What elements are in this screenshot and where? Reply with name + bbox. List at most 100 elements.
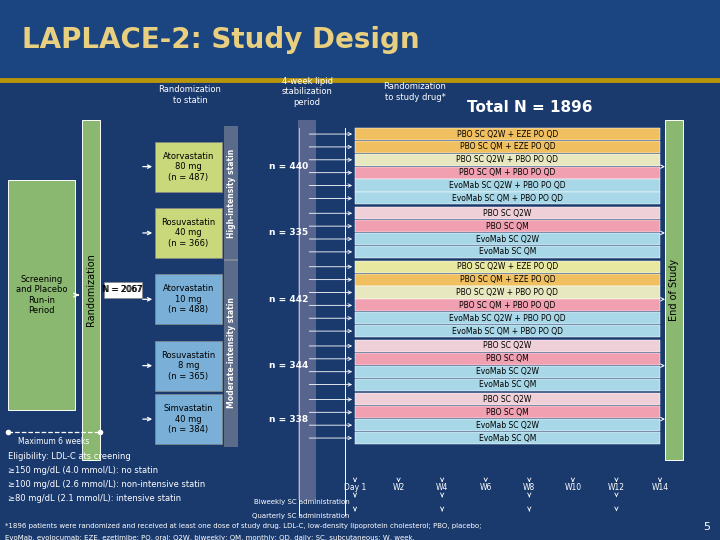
Bar (355, 286, 660, 299)
Text: PBO SC Q2W + PBO PO QD: PBO SC Q2W + PBO PO QD (456, 288, 559, 297)
Text: EvoMab, evolocumab; EZE, ezetimibe; PO, oral; Q2W, biweekly; QM, monthly; QD, da: EvoMab, evolocumab; EZE, ezetimibe; PO, … (5, 535, 415, 540)
Bar (355, 233, 660, 245)
Bar (355, 179, 660, 192)
Bar (355, 312, 660, 325)
Text: Moderate-intensity statin: Moderate-intensity statin (227, 298, 235, 408)
Text: ≥80 mg/dL (2.1 mmol/L): intensive statin: ≥80 mg/dL (2.1 mmol/L): intensive statin (8, 494, 181, 503)
Text: n = 344: n = 344 (269, 361, 308, 370)
Bar (355, 261, 660, 273)
Text: n = 338: n = 338 (269, 415, 308, 423)
Text: n = 335: n = 335 (269, 228, 308, 238)
Text: PBO SC QM: PBO SC QM (486, 408, 529, 417)
Text: PBO SC QM + PBO PO QD: PBO SC QM + PBO PO QD (459, 168, 556, 177)
Bar (355, 379, 660, 390)
Bar (224, 126, 238, 261)
Text: PBO SC Q2W: PBO SC Q2W (483, 341, 531, 350)
Text: Total N = 1896: Total N = 1896 (467, 100, 593, 116)
Bar (0, 0, 720, 80)
Text: Rosuvastatin
40 mg
(n = 366): Rosuvastatin 40 mg (n = 366) (161, 218, 215, 248)
Text: Randomization
to study drug*: Randomization to study drug* (384, 82, 446, 102)
Text: EvoMab SC QM + PBO PO QD: EvoMab SC QM + PBO PO QD (452, 194, 563, 203)
Bar (355, 353, 660, 365)
Text: EvoMab SC QM: EvoMab SC QM (479, 434, 536, 443)
Text: n = 440: n = 440 (269, 162, 308, 171)
Bar (355, 299, 660, 312)
Text: N = 2067: N = 2067 (102, 286, 142, 294)
Text: Atorvastatin
80 mg
(n = 487): Atorvastatin 80 mg (n = 487) (163, 152, 214, 181)
Text: End of Study: End of Study (669, 259, 679, 321)
Text: ≥150 mg/dL (4.0 mmol/L): no statin: ≥150 mg/dL (4.0 mmol/L): no statin (8, 466, 158, 475)
Bar (355, 246, 660, 258)
Text: Rosuvastatin
8 mg
(n = 365): Rosuvastatin 8 mg (n = 365) (161, 351, 215, 381)
Bar (8, 180, 75, 410)
Bar (355, 393, 660, 406)
Bar (355, 406, 660, 418)
Text: Screening
and Placebo
Run-in
Period: Screening and Placebo Run-in Period (16, 275, 67, 315)
Text: PBO SC QM + EZE PO QD: PBO SC QM + EZE PO QD (459, 143, 555, 151)
Text: n = 442: n = 442 (269, 295, 308, 304)
Bar (355, 220, 660, 232)
Bar (355, 207, 660, 219)
Bar (355, 340, 660, 352)
Text: *1896 patients were randomized and received at least one dose of study drug. LDL: *1896 patients were randomized and recei… (5, 523, 482, 529)
Bar (355, 167, 660, 179)
Text: EvoMab SC QM: EvoMab SC QM (479, 247, 536, 256)
Text: W10: W10 (564, 483, 582, 492)
Bar (355, 141, 660, 153)
Text: PBO SC Q2W: PBO SC Q2W (483, 395, 531, 404)
Bar (155, 141, 222, 192)
Text: W12: W12 (608, 483, 625, 492)
Text: EvoMab SC Q2W + PBO PO QD: EvoMab SC Q2W + PBO PO QD (449, 314, 566, 323)
Bar (0, 80, 720, 540)
Text: EvoMab SC QM: EvoMab SC QM (479, 380, 536, 389)
Bar (355, 325, 660, 337)
Text: EvoMab SC Q2W: EvoMab SC Q2W (476, 421, 539, 430)
Text: EvoMab SC Q2W: EvoMab SC Q2W (476, 234, 539, 244)
Text: PBO SC QM: PBO SC QM (486, 354, 529, 363)
Text: PBO SC Q2W + PBO PO QD: PBO SC Q2W + PBO PO QD (456, 156, 559, 164)
Text: PBO SC Q2W + EZE PO QD: PBO SC Q2W + EZE PO QD (457, 262, 558, 271)
Text: W2: W2 (392, 483, 405, 492)
Bar (355, 128, 660, 140)
Bar (298, 120, 316, 500)
Bar (155, 208, 222, 258)
Text: High-intensity statin: High-intensity statin (227, 148, 235, 238)
Text: Day 1: Day 1 (344, 483, 366, 492)
Bar (355, 366, 660, 378)
Text: W6: W6 (480, 483, 492, 492)
Bar (355, 154, 660, 166)
Text: EvoMab SC Q2W: EvoMab SC Q2W (476, 367, 539, 376)
Bar (355, 432, 660, 444)
Text: Simvastatin
40 mg
(n = 384): Simvastatin 40 mg (n = 384) (163, 404, 213, 434)
Text: PBO SC QM + PBO PO QD: PBO SC QM + PBO PO QD (459, 301, 556, 310)
Bar (355, 274, 660, 286)
Bar (104, 282, 142, 298)
Text: W8: W8 (523, 483, 536, 492)
Bar (155, 274, 222, 325)
Text: N = 2067: N = 2067 (103, 286, 143, 294)
Text: Atorvastatin
10 mg
(n = 488): Atorvastatin 10 mg (n = 488) (163, 285, 214, 314)
Bar (224, 259, 238, 447)
Text: 4-week lipid
stabilization
period: 4-week lipid stabilization period (282, 77, 333, 107)
Text: PBO SC QM + EZE PO QD: PBO SC QM + EZE PO QD (459, 275, 555, 284)
Text: Quarterly SC administration: Quarterly SC administration (253, 513, 350, 519)
Text: Maximum 6 weeks: Maximum 6 weeks (18, 437, 90, 447)
Text: Randomization: Randomization (86, 254, 96, 327)
Bar (355, 419, 660, 431)
Text: Randomization
to statin: Randomization to statin (158, 85, 222, 105)
Bar (665, 120, 683, 460)
Bar (82, 120, 100, 460)
Text: ≥100 mg/dL (2.6 mmol/L): non-intensive statin: ≥100 mg/dL (2.6 mmol/L): non-intensive s… (8, 480, 205, 489)
Text: PBO SC QM: PBO SC QM (486, 221, 529, 231)
Text: EvoMab SC Q2W + PBO PO QD: EvoMab SC Q2W + PBO PO QD (449, 181, 566, 190)
Text: PBO SC Q2W: PBO SC Q2W (483, 209, 531, 218)
Bar (155, 394, 222, 444)
Text: EvoMab SC QM + PBO PO QD: EvoMab SC QM + PBO PO QD (452, 327, 563, 335)
Text: W14: W14 (652, 483, 669, 492)
Text: Biweekly SC administration: Biweekly SC administration (254, 499, 350, 505)
Text: PBO SC Q2W + EZE PO QD: PBO SC Q2W + EZE PO QD (457, 130, 558, 139)
Text: Eligibility: LDL-C ats creening: Eligibility: LDL-C ats creening (8, 452, 131, 461)
Bar (155, 341, 222, 390)
Text: 5: 5 (703, 522, 710, 532)
Text: W4: W4 (436, 483, 449, 492)
